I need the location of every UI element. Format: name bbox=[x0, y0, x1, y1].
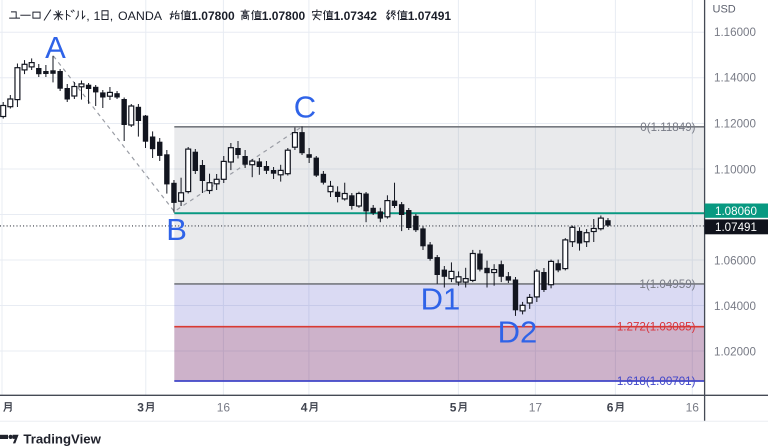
svg-text:1.04000: 1.04000 bbox=[714, 300, 756, 313]
svg-text:OANDA: OANDA bbox=[118, 9, 163, 23]
svg-text:1.618(1.00701): 1.618(1.00701) bbox=[617, 375, 696, 388]
svg-text:1: 1 bbox=[94, 9, 101, 23]
svg-text:1.07800: 1.07800 bbox=[191, 9, 235, 23]
svg-text:1.14000: 1.14000 bbox=[714, 72, 756, 85]
svg-text:1.07491: 1.07491 bbox=[715, 221, 757, 234]
svg-text:B: B bbox=[166, 212, 187, 247]
svg-text:1.10000: 1.10000 bbox=[714, 163, 756, 176]
svg-text:1.08060: 1.08060 bbox=[715, 205, 757, 218]
svg-text:1.16000: 1.16000 bbox=[714, 26, 756, 39]
svg-text:A: A bbox=[45, 30, 66, 65]
svg-text:USD: USD bbox=[713, 4, 736, 16]
svg-text:6: 6 bbox=[607, 401, 614, 415]
svg-text:1(1.04959): 1(1.04959) bbox=[639, 278, 695, 291]
svg-text:3: 3 bbox=[137, 401, 144, 415]
svg-text:1.12000: 1.12000 bbox=[714, 118, 756, 131]
svg-text:,: , bbox=[86, 9, 89, 23]
svg-text:4: 4 bbox=[301, 401, 308, 415]
svg-text:1.272(1.03085): 1.272(1.03085) bbox=[617, 321, 696, 334]
svg-text:C: C bbox=[294, 89, 316, 124]
svg-text:1.02000: 1.02000 bbox=[714, 346, 756, 359]
svg-text:5: 5 bbox=[450, 401, 457, 415]
svg-text:0(1.11849): 0(1.11849) bbox=[640, 121, 695, 134]
svg-text:TradingView: TradingView bbox=[23, 431, 101, 446]
svg-text:,: , bbox=[110, 9, 113, 23]
svg-text:16: 16 bbox=[217, 401, 231, 415]
svg-text:1.06000: 1.06000 bbox=[714, 255, 756, 268]
svg-text:D1: D1 bbox=[421, 281, 461, 316]
svg-text:16: 16 bbox=[686, 401, 700, 415]
svg-text:1.07491: 1.07491 bbox=[408, 9, 452, 23]
svg-text:1.07342: 1.07342 bbox=[334, 9, 378, 23]
svg-text:17: 17 bbox=[529, 401, 543, 415]
svg-text:D2: D2 bbox=[498, 314, 538, 349]
svg-text:1.07800: 1.07800 bbox=[262, 9, 306, 23]
